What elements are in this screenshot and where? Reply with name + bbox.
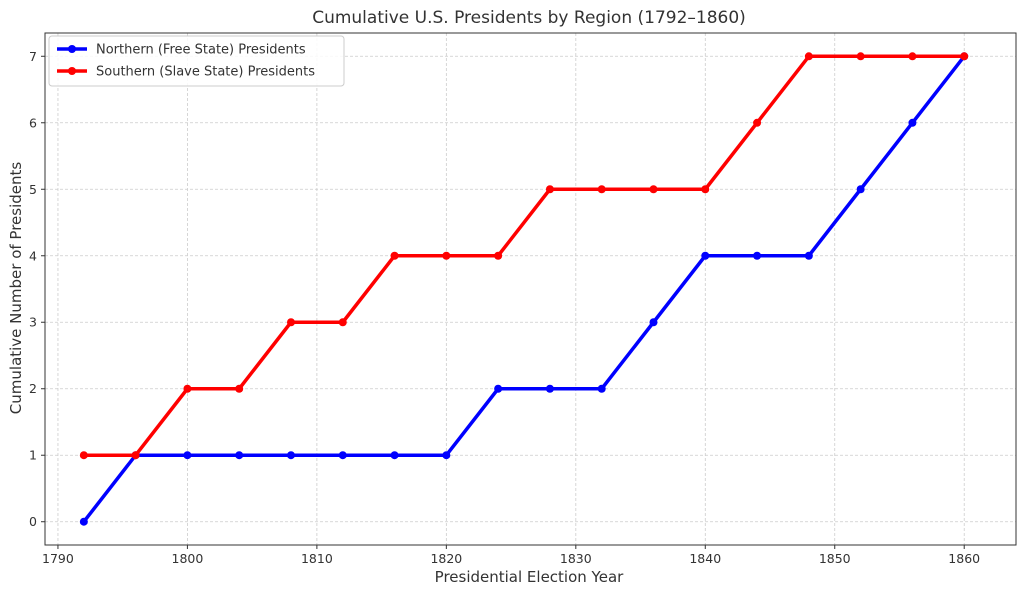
series-line — [82, 54, 966, 457]
data-point — [960, 52, 969, 61]
y-tick-label: 6 — [29, 115, 37, 130]
legend-entry: Southern (Slave State) Presidents — [57, 65, 315, 80]
data-point — [338, 318, 347, 327]
grid — [45, 33, 1016, 545]
data-point — [856, 52, 865, 61]
y-tick-label: 7 — [29, 49, 37, 64]
y-tick-label: 0 — [29, 514, 37, 529]
legend-label: Southern (Slave State) Presidents — [96, 65, 315, 80]
legend-entry: Northern (Free State) Presidents — [57, 43, 306, 58]
x-axis-ticks: 1790 1800 1810 1820 1830 1840 1850 1860 — [42, 545, 980, 566]
y-axis-label: Cumulative Number of Presidents — [7, 162, 25, 415]
data-point — [235, 451, 244, 460]
y-tick-label: 4 — [29, 248, 37, 263]
data-point — [545, 185, 554, 194]
data-point — [804, 251, 813, 260]
data-point — [753, 118, 762, 127]
data-point — [442, 451, 451, 460]
x-tick-label: 1850 — [819, 551, 851, 566]
data-point — [390, 251, 399, 260]
data-point — [235, 384, 244, 393]
data-point — [79, 451, 88, 460]
x-tick-label: 1830 — [560, 551, 592, 566]
y-tick-label: 1 — [29, 448, 37, 463]
y-tick-label: 2 — [29, 381, 37, 396]
x-tick-label: 1860 — [948, 551, 980, 566]
data-point — [545, 384, 554, 393]
data-point — [442, 251, 451, 260]
data-point — [494, 384, 503, 393]
x-tick-label: 1790 — [42, 551, 74, 566]
data-point — [183, 451, 192, 460]
x-tick-label: 1810 — [301, 551, 333, 566]
data-point — [183, 384, 192, 393]
y-tick-label: 5 — [29, 182, 37, 197]
data-point — [753, 251, 762, 260]
data-point — [804, 52, 813, 61]
chart-title: Cumulative U.S. Presidents by Region (17… — [312, 8, 746, 28]
data-point — [649, 318, 658, 327]
data-point — [338, 451, 347, 460]
x-tick-label: 1820 — [430, 551, 462, 566]
data-point — [494, 251, 503, 260]
data-point — [908, 52, 917, 61]
data-point — [79, 517, 88, 526]
data-point — [390, 451, 399, 460]
data-point — [701, 185, 710, 194]
data-point — [286, 318, 295, 327]
data-point — [286, 451, 295, 460]
data-point — [131, 451, 140, 460]
data-point — [701, 251, 710, 260]
data-point — [908, 118, 917, 127]
data-point — [597, 185, 606, 194]
x-axis-label: Presidential Election Year — [435, 568, 624, 586]
series-layer — [79, 52, 969, 526]
data-point — [597, 384, 606, 393]
x-tick-label: 1840 — [689, 551, 721, 566]
legend: Northern (Free State) Presidents Southern… — [48, 35, 345, 87]
series-line — [82, 54, 966, 524]
legend-label: Northern (Free State) Presidents — [96, 43, 306, 58]
data-point — [856, 185, 865, 194]
y-tick-label: 3 — [29, 315, 37, 330]
legend-swatch-marker — [68, 67, 76, 75]
legend-swatch-marker — [68, 45, 76, 53]
data-point — [649, 185, 658, 194]
y-axis-ticks: 0 1 2 3 4 5 6 7 — [29, 49, 45, 529]
legend-box — [48, 35, 345, 87]
plot-frame — [44, 32, 1017, 546]
x-tick-label: 1800 — [172, 551, 204, 566]
series-southern — [79, 52, 969, 460]
